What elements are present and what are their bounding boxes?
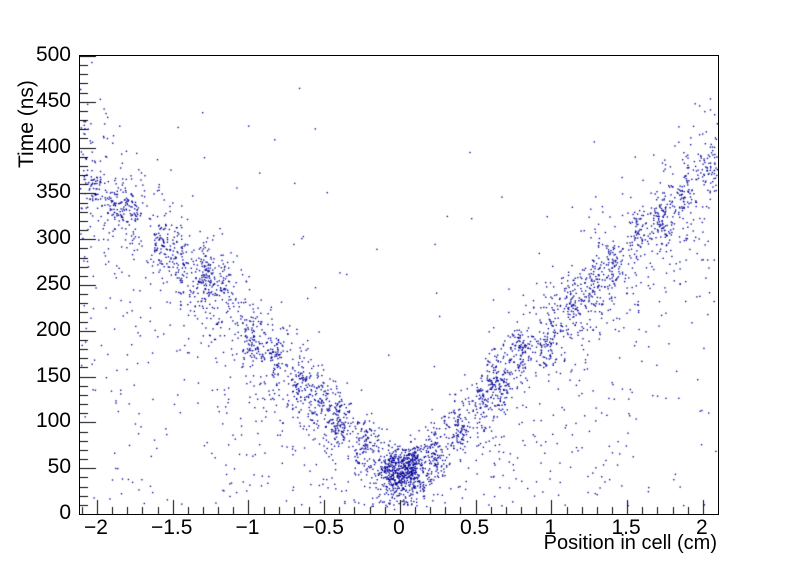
x-tick-label: −2	[83, 516, 108, 539]
x-tick-label: 1	[544, 516, 557, 539]
x-tick-label: 2	[696, 516, 708, 539]
x-tick-label: −1	[235, 516, 260, 539]
y-tick-label: 500	[35, 43, 71, 66]
plot-frame	[79, 55, 719, 515]
y-tick-label: 200	[35, 317, 71, 341]
y-tick-label: 150	[35, 363, 71, 387]
y-tick-label: 300	[35, 226, 71, 250]
y-tick-label: 450	[35, 88, 71, 112]
x-tick-label: −1.5	[150, 516, 193, 539]
x-axis-title: Position in cell (cm)	[543, 532, 717, 554]
y-tick-label: 250	[35, 272, 71, 295]
x-tick-label: −0.5	[302, 516, 344, 539]
y-tick-label: 350	[35, 180, 71, 204]
y-tick-label: 50	[47, 455, 71, 479]
x-tick-label: 1.5	[611, 516, 641, 539]
y-tick-label: 400	[35, 134, 71, 158]
x-tick-label: 0.5	[460, 516, 490, 539]
scatter-points-canvas	[80, 56, 718, 514]
x-tick-label: 0	[393, 516, 405, 539]
y-tick-label: 0	[59, 501, 71, 524]
y-tick-label: 100	[35, 409, 71, 433]
